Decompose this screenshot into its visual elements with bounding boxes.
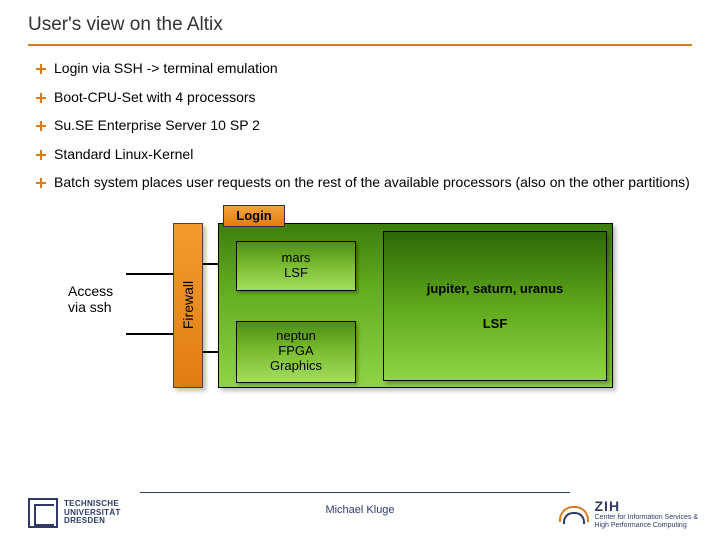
mars-node: mars LSF: [236, 241, 356, 291]
login-box: Login: [223, 205, 285, 227]
node-label: mars: [282, 251, 311, 266]
firewall-box: Firewall: [173, 223, 203, 388]
firewall-label: Firewall: [180, 281, 196, 329]
bullet-item: Su.SE Enterprise Server 10 SP 2: [36, 117, 692, 135]
bullet-list: Login via SSH -> terminal emulation Boot…: [28, 60, 692, 192]
architecture-diagram: Access via ssh Firewall Login mars LSF n…: [68, 203, 628, 403]
connector-line: [126, 333, 173, 335]
node-label: LSF: [483, 316, 508, 331]
logo-tu-dresden: TECHNISCHE UNIVERSITÄT DRESDEN: [28, 498, 121, 528]
connector-line: [126, 273, 173, 275]
node-label: Graphics: [270, 359, 322, 374]
node-label: FPGA: [278, 344, 313, 359]
access-label-line: via ssh: [68, 299, 113, 316]
bullet-item: Standard Linux-Kernel: [36, 146, 692, 164]
logo-text-line: DRESDEN: [64, 517, 121, 525]
logo-text: ZIH Center for Information Services & Hi…: [595, 499, 699, 530]
bullet-item: Login via SSH -> terminal emulation: [36, 60, 692, 78]
node-label: jupiter, saturn, uranus: [427, 281, 564, 296]
access-label: Access via ssh: [68, 283, 113, 317]
access-label-line: Access: [68, 283, 113, 300]
right-cluster-node: jupiter, saturn, uranus LSF: [383, 231, 607, 381]
title-rule: [28, 44, 692, 46]
node-label: neptun: [276, 329, 316, 344]
logo-zih: ZIH Center for Information Services & Hi…: [557, 498, 699, 530]
bullet-item: Boot-CPU-Set with 4 processors: [36, 89, 692, 107]
logo-mark: [557, 498, 589, 530]
logo-text-line: High Performance Computing: [595, 522, 699, 530]
logo-mark: [28, 498, 58, 528]
login-label: Login: [236, 208, 271, 223]
footer-rule: [140, 492, 570, 493]
bullet-item: Batch system places user requests on the…: [36, 174, 692, 192]
page-title: User's view on the Altix: [28, 14, 692, 42]
slide-footer: Michael Kluge TECHNISCHE UNIVERSITÄT DRE…: [0, 478, 720, 540]
logo-text-line: Center for Information Services &: [595, 514, 699, 522]
logo-text-line: ZIH: [595, 499, 699, 514]
node-label: LSF: [284, 266, 308, 281]
logo-text: TECHNISCHE UNIVERSITÄT DRESDEN: [64, 500, 121, 525]
neptun-node: neptun FPGA Graphics: [236, 321, 356, 383]
